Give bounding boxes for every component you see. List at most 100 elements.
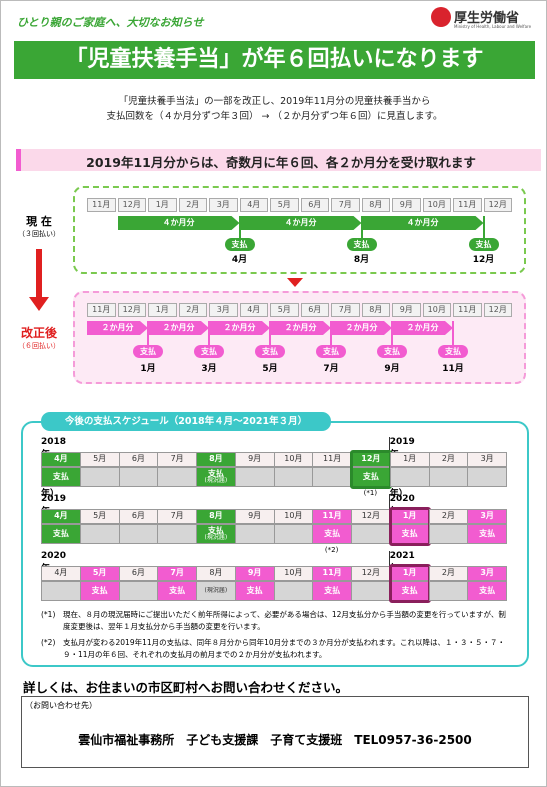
month-cell: 9月 [392, 198, 421, 212]
logo-en: Ministry of Health, Labour and Welfare [454, 24, 532, 29]
span-arrow [209, 321, 270, 335]
schedule-title: 今後の支払スケジュール（2018年４月～2021年３月） [41, 412, 331, 431]
pay-line [269, 321, 271, 345]
revised-timeline: 11月 12月 1月 2月 3月 4月 5月 6月 7月 8月 9月 10月 11月 12月 ２か月分 ２か月… [73, 291, 526, 384]
section-bar [16, 149, 541, 171]
month-cell: 4月 [239, 303, 268, 317]
pay-month: 11月 [442, 364, 464, 374]
cell-outline [388, 564, 431, 603]
pay-line [452, 321, 454, 345]
month-cell: 6月 [118, 509, 159, 524]
month-cell: 12月 [351, 509, 391, 524]
contact-label: （お問い合わせ先） [25, 701, 97, 710]
span-arrow [270, 321, 331, 335]
current-label: 現 在 [26, 215, 52, 228]
month-cell: 5月 [270, 198, 299, 212]
pay-cell [351, 524, 391, 544]
pay-cell [428, 581, 469, 601]
span-label: ４か月分 [162, 218, 195, 227]
cell-mark: (*1) [363, 489, 378, 497]
pay-text: 支払 [52, 471, 69, 481]
pay-pill: 支払 [224, 238, 255, 251]
revised-sublabel: （６回払い） [18, 342, 60, 350]
current-sublabel: （３回払い） [18, 230, 60, 238]
pay-cell: 支払 [79, 581, 120, 601]
pay-pill: 支払 [438, 345, 468, 358]
pay-text: 支払 [207, 525, 224, 535]
month-cell: 10月 [422, 303, 451, 317]
month-cell: 3月 [209, 198, 238, 212]
month-cell: 11月 [453, 303, 482, 317]
pay-text: 支払 [479, 585, 496, 595]
month-cell: 11月 [87, 198, 116, 212]
month-cell: 11月 [312, 566, 352, 581]
month-cell: 12月 [483, 303, 512, 317]
month-cell: 8月 [361, 198, 390, 212]
note-text: 現在、８月の現況届時にご提出いただく前年所得によって、必要がある場合は、12月支… [63, 610, 506, 631]
pay-cell [428, 467, 469, 487]
pay-line [391, 321, 393, 345]
month-cell: 4月 [41, 452, 81, 467]
title-banner: 「児童扶養手当」が年６回払いになります [14, 41, 535, 79]
month-cell: 5月 [79, 452, 120, 467]
month-cell: 2月 [178, 303, 207, 317]
span-label: ２か月分 [284, 323, 317, 332]
span-arrow [392, 321, 453, 335]
month-cell: 7月 [157, 566, 197, 581]
contact-box [21, 696, 529, 768]
month-cell: 10月 [273, 452, 314, 467]
pay-cell: 支払 [234, 581, 275, 601]
pay-cell [79, 467, 120, 487]
intro-line: 支払回数を（４か月分ずつ年３回） → （２か月分ずつ年６回）に見直します。 [106, 111, 443, 122]
pay-cell [389, 467, 430, 487]
month-cell: 11月 [87, 303, 116, 317]
month-cell: 5月 [79, 509, 120, 524]
pay-text: 支払 [169, 585, 186, 595]
pay-cell [273, 524, 314, 544]
month-cell: 2月 [428, 452, 469, 467]
span-label: ２か月分 [406, 323, 439, 332]
pay-line [330, 321, 332, 345]
month-cell: 3月 [209, 303, 238, 317]
pay-pill: 支払 [316, 345, 346, 358]
month-cell: 2月 [428, 509, 469, 524]
pay-line [482, 216, 485, 238]
span-label: ２か月分 [345, 323, 378, 332]
pay-text: 支払 [246, 585, 263, 595]
month-cell: 8月 [196, 566, 236, 581]
pay-note: (現況届) [204, 586, 228, 594]
pay-cell: 支払 [312, 581, 352, 601]
pay-text: 支払 [479, 528, 496, 538]
month-cell: 7月 [157, 509, 197, 524]
month-cell: 7月 [157, 452, 197, 467]
pay-note: (現況届) [204, 534, 228, 542]
month-cell: 8月 [196, 452, 236, 467]
pay-cell [351, 581, 391, 601]
note-mark: (*1) [41, 610, 56, 619]
intro-line: 「児童扶養手当法」の一部を改正し、2019年11月分の児童扶養手当から [118, 96, 431, 107]
pay-cell: 支払 [41, 524, 81, 544]
month-cell: 5月 [270, 303, 299, 317]
span-label: ４か月分 [284, 218, 317, 227]
month-cell: 11月 [453, 198, 482, 212]
month-cell: 4月 [41, 566, 81, 581]
pay-month: 1月 [140, 364, 156, 374]
pay-month: 8月 [353, 255, 370, 265]
pay-cell: (現況届) [196, 581, 236, 601]
pay-month: 3月 [201, 364, 217, 374]
intro: 「児童扶養手当法」の一部を改正し、2019年11月分の児童扶養手当から 支払回数… [1, 94, 546, 124]
cell-outline [388, 507, 431, 546]
span-arrow [331, 321, 392, 335]
month-cell: 8月 [361, 303, 390, 317]
arrow-shaft [36, 249, 42, 297]
down-triangle [287, 278, 303, 287]
pay-line [360, 216, 363, 238]
pay-pill: 支払 [194, 345, 224, 358]
span-arrow [240, 216, 362, 230]
pay-pill: 支払 [377, 345, 407, 358]
section-title: 2019年11月分からは、奇数月に年６回、各２か月分を受け取れます [86, 155, 476, 170]
month-cell: 3月 [467, 566, 507, 581]
month-cell: 6月 [118, 566, 159, 581]
pay-month: 5月 [262, 364, 278, 374]
